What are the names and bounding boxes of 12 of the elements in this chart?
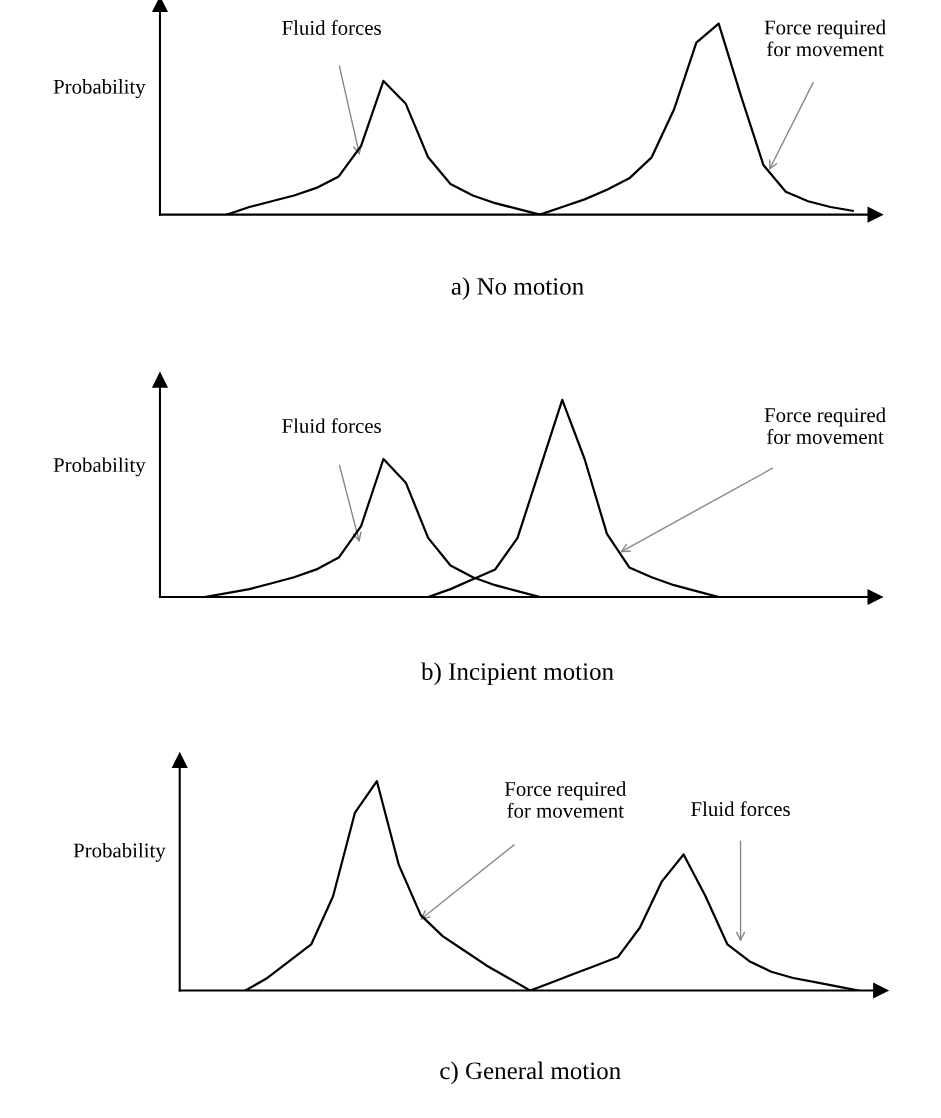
annotation: Force required for movement [764, 19, 886, 57]
text: a) No motion [451, 277, 584, 300]
y-axis-title: Probability [73, 842, 166, 862]
annotation: Fluid forces [282, 418, 381, 434]
annotation: Force required for movement [504, 781, 627, 818]
y-axis-title: Probability [53, 79, 146, 99]
text: b) Incipient motion [421, 662, 614, 686]
y-axis-title: Probability [53, 457, 146, 477]
text: c) General motion [440, 1061, 621, 1085]
annotation: Fluid forces [691, 801, 790, 817]
annotation: Force required for movement [764, 407, 886, 444]
annotation: Fluid forces [282, 20, 381, 35]
